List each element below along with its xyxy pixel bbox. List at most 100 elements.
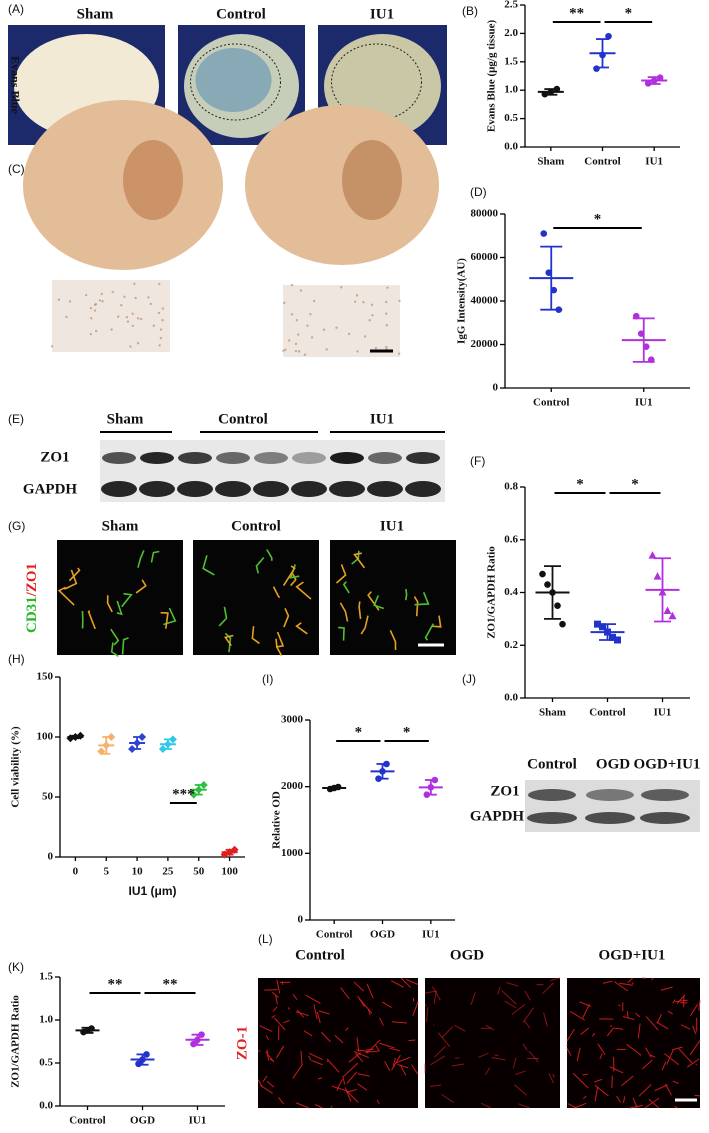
column-label: Control — [218, 411, 268, 427]
junction — [664, 1053, 680, 1066]
band — [140, 452, 174, 464]
point — [545, 269, 553, 277]
point — [427, 784, 435, 791]
cell — [158, 344, 161, 347]
cell — [84, 293, 88, 297]
junction — [481, 1102, 492, 1109]
band — [254, 452, 288, 464]
vessel — [121, 637, 129, 655]
junction — [271, 991, 279, 998]
junction — [283, 1019, 290, 1024]
cell — [306, 324, 309, 327]
junction — [399, 1064, 407, 1076]
cell — [101, 300, 104, 303]
y-tick-label: 0 — [298, 914, 304, 926]
junction — [626, 1011, 629, 1018]
junction — [644, 1097, 660, 1109]
panel-label: (E) — [8, 412, 24, 426]
y-axis-label: Relative OD — [271, 791, 283, 849]
cell — [363, 335, 367, 338]
junction — [343, 1062, 359, 1077]
junction — [348, 1052, 361, 1063]
point — [138, 733, 147, 741]
band — [368, 452, 402, 464]
junction — [645, 1016, 659, 1031]
junction — [317, 1077, 323, 1080]
x-tick-label: 25 — [162, 866, 174, 878]
y-tick-label: 150 — [37, 671, 54, 683]
junction — [512, 1057, 517, 1069]
junction — [606, 1027, 614, 1037]
column-label: OGD — [450, 947, 484, 963]
brain-section — [23, 100, 223, 270]
junction — [309, 1052, 323, 1061]
junction — [621, 1075, 634, 1087]
point — [559, 620, 566, 628]
y-tick-label: 40000 — [471, 295, 499, 307]
band — [367, 481, 403, 497]
row-label: ZO1 — [40, 449, 69, 465]
cell — [152, 324, 156, 327]
point — [544, 581, 551, 588]
junction — [345, 1027, 349, 1031]
stain-label: ZO-1 — [234, 1026, 250, 1060]
y-tick-label: 0.0 — [504, 141, 518, 153]
junction — [260, 1084, 273, 1094]
significance-label: * — [403, 724, 411, 740]
junction — [542, 982, 554, 995]
cell — [397, 352, 401, 355]
junction — [358, 998, 373, 1014]
junction — [346, 1071, 358, 1084]
junction — [689, 1004, 699, 1017]
junction — [667, 1010, 673, 1015]
junction — [379, 1042, 395, 1049]
significance-label: * — [355, 724, 363, 740]
junction — [573, 1102, 587, 1109]
junction — [295, 1011, 309, 1017]
y-axis-label: ZO1/GAPDH Ratio — [486, 546, 498, 639]
vessel — [432, 615, 442, 628]
vessel — [116, 600, 123, 616]
vessel — [290, 573, 297, 587]
point — [604, 628, 611, 636]
point — [650, 77, 658, 84]
junction — [330, 1105, 333, 1108]
junction — [430, 1055, 446, 1066]
cell — [325, 348, 328, 351]
junction — [433, 1045, 446, 1058]
junction — [548, 1072, 554, 1084]
x-tick-label: Control — [584, 156, 620, 168]
panel-label: (H) — [8, 652, 25, 666]
point — [135, 1060, 142, 1068]
vessel — [137, 550, 145, 568]
cell — [89, 332, 93, 336]
vessel — [295, 622, 308, 635]
cell — [294, 349, 298, 353]
junction — [441, 1093, 454, 1103]
cell — [356, 350, 359, 353]
point — [168, 735, 177, 744]
cell — [287, 339, 291, 342]
junction — [638, 1084, 652, 1097]
band — [216, 452, 250, 464]
junction — [689, 1040, 701, 1055]
junction — [522, 1007, 535, 1023]
cell — [89, 306, 93, 310]
point — [194, 785, 203, 794]
vessel — [413, 596, 419, 617]
cell — [385, 312, 388, 315]
micrograph — [193, 540, 319, 655]
cell — [312, 299, 316, 303]
cell — [374, 346, 378, 350]
junction — [441, 1026, 454, 1038]
column-label: Control — [527, 756, 577, 772]
junction — [395, 1056, 411, 1064]
junction — [599, 1053, 603, 1060]
micrograph — [425, 978, 560, 1108]
cell — [297, 333, 300, 336]
cell — [157, 311, 161, 315]
vessel — [68, 567, 81, 582]
cell — [136, 342, 140, 345]
band — [528, 789, 576, 801]
